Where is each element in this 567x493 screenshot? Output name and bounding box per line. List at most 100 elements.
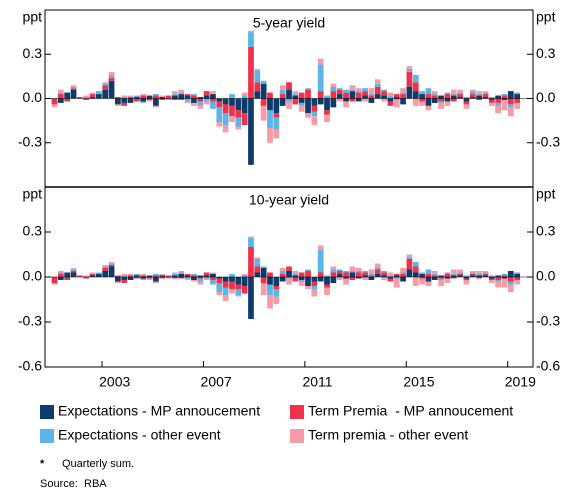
bar xyxy=(191,95,197,99)
bar xyxy=(121,98,128,103)
bar xyxy=(406,257,413,259)
bar xyxy=(488,275,495,277)
bar xyxy=(419,98,425,102)
bar xyxy=(197,98,204,102)
bar xyxy=(108,80,115,99)
bar xyxy=(235,295,242,297)
bar xyxy=(406,86,413,99)
bar xyxy=(279,271,286,274)
bar xyxy=(184,98,191,102)
bar xyxy=(172,275,178,277)
y-tick-label: -0.3 xyxy=(536,133,560,149)
bar xyxy=(260,268,267,277)
bar xyxy=(76,275,83,277)
bar xyxy=(450,269,457,274)
bar xyxy=(134,97,140,99)
bar xyxy=(184,101,191,103)
bar xyxy=(121,102,128,106)
bar xyxy=(324,114,330,123)
bar xyxy=(317,64,324,92)
bar xyxy=(248,236,254,238)
bar xyxy=(425,277,432,282)
bar xyxy=(298,105,305,112)
bar xyxy=(336,271,343,274)
bar xyxy=(267,295,273,309)
bar xyxy=(444,274,451,277)
bar xyxy=(229,274,235,277)
bar xyxy=(457,97,463,99)
bar xyxy=(127,95,134,98)
bar xyxy=(159,98,166,100)
bar xyxy=(197,275,204,277)
bar xyxy=(463,275,470,277)
bar xyxy=(267,98,273,111)
bar xyxy=(476,94,482,96)
bar xyxy=(311,277,318,282)
bar xyxy=(324,277,330,285)
bar xyxy=(159,274,166,276)
bar xyxy=(393,97,400,99)
bar xyxy=(89,94,96,98)
bar xyxy=(425,98,432,106)
bar xyxy=(343,98,349,102)
bar xyxy=(431,274,438,276)
bar xyxy=(279,274,286,277)
bar xyxy=(134,98,140,102)
legend-swatch xyxy=(40,429,54,443)
bar xyxy=(229,277,235,282)
bar xyxy=(438,275,444,277)
bar xyxy=(343,101,349,108)
bar xyxy=(235,284,242,289)
bar xyxy=(355,271,362,273)
bar xyxy=(286,277,292,279)
bar xyxy=(159,95,166,98)
frame xyxy=(44,9,534,368)
bar xyxy=(115,104,121,106)
bar xyxy=(482,94,489,98)
bar xyxy=(235,126,242,130)
bar xyxy=(70,269,77,271)
bar xyxy=(229,94,235,99)
bar xyxy=(476,271,482,274)
bar xyxy=(514,98,521,103)
bar xyxy=(216,278,223,283)
bar xyxy=(146,278,153,280)
bar xyxy=(412,262,419,267)
bar xyxy=(324,284,330,288)
bar xyxy=(279,268,286,271)
bar xyxy=(102,265,109,267)
bar xyxy=(343,272,349,277)
x-tick-label: 2007 xyxy=(201,374,232,390)
bar xyxy=(381,275,387,277)
bar xyxy=(431,94,438,96)
bar xyxy=(343,92,349,99)
bar xyxy=(368,277,375,280)
bar xyxy=(387,278,394,282)
bar xyxy=(450,277,457,279)
bar xyxy=(400,98,406,105)
bar xyxy=(336,88,343,90)
bar xyxy=(330,266,337,270)
bar xyxy=(222,287,229,295)
bar xyxy=(241,98,248,114)
bar xyxy=(108,262,115,264)
bar xyxy=(197,105,204,109)
bar xyxy=(178,271,185,273)
bar xyxy=(273,113,280,118)
bar xyxy=(488,280,495,283)
bar xyxy=(216,107,223,123)
bar xyxy=(229,116,235,123)
bar xyxy=(330,98,337,108)
y-tick-label: -0.3 xyxy=(18,133,42,149)
bar xyxy=(286,278,292,285)
bar xyxy=(254,69,261,71)
x-tick-label: 2003 xyxy=(99,374,130,390)
bar xyxy=(96,272,102,274)
bar xyxy=(368,94,375,96)
bar xyxy=(153,105,159,108)
footnote-text: Quarterly sum. xyxy=(62,458,134,470)
bar xyxy=(159,97,166,99)
bar xyxy=(64,277,71,280)
bar xyxy=(70,268,77,270)
bar xyxy=(400,277,406,282)
